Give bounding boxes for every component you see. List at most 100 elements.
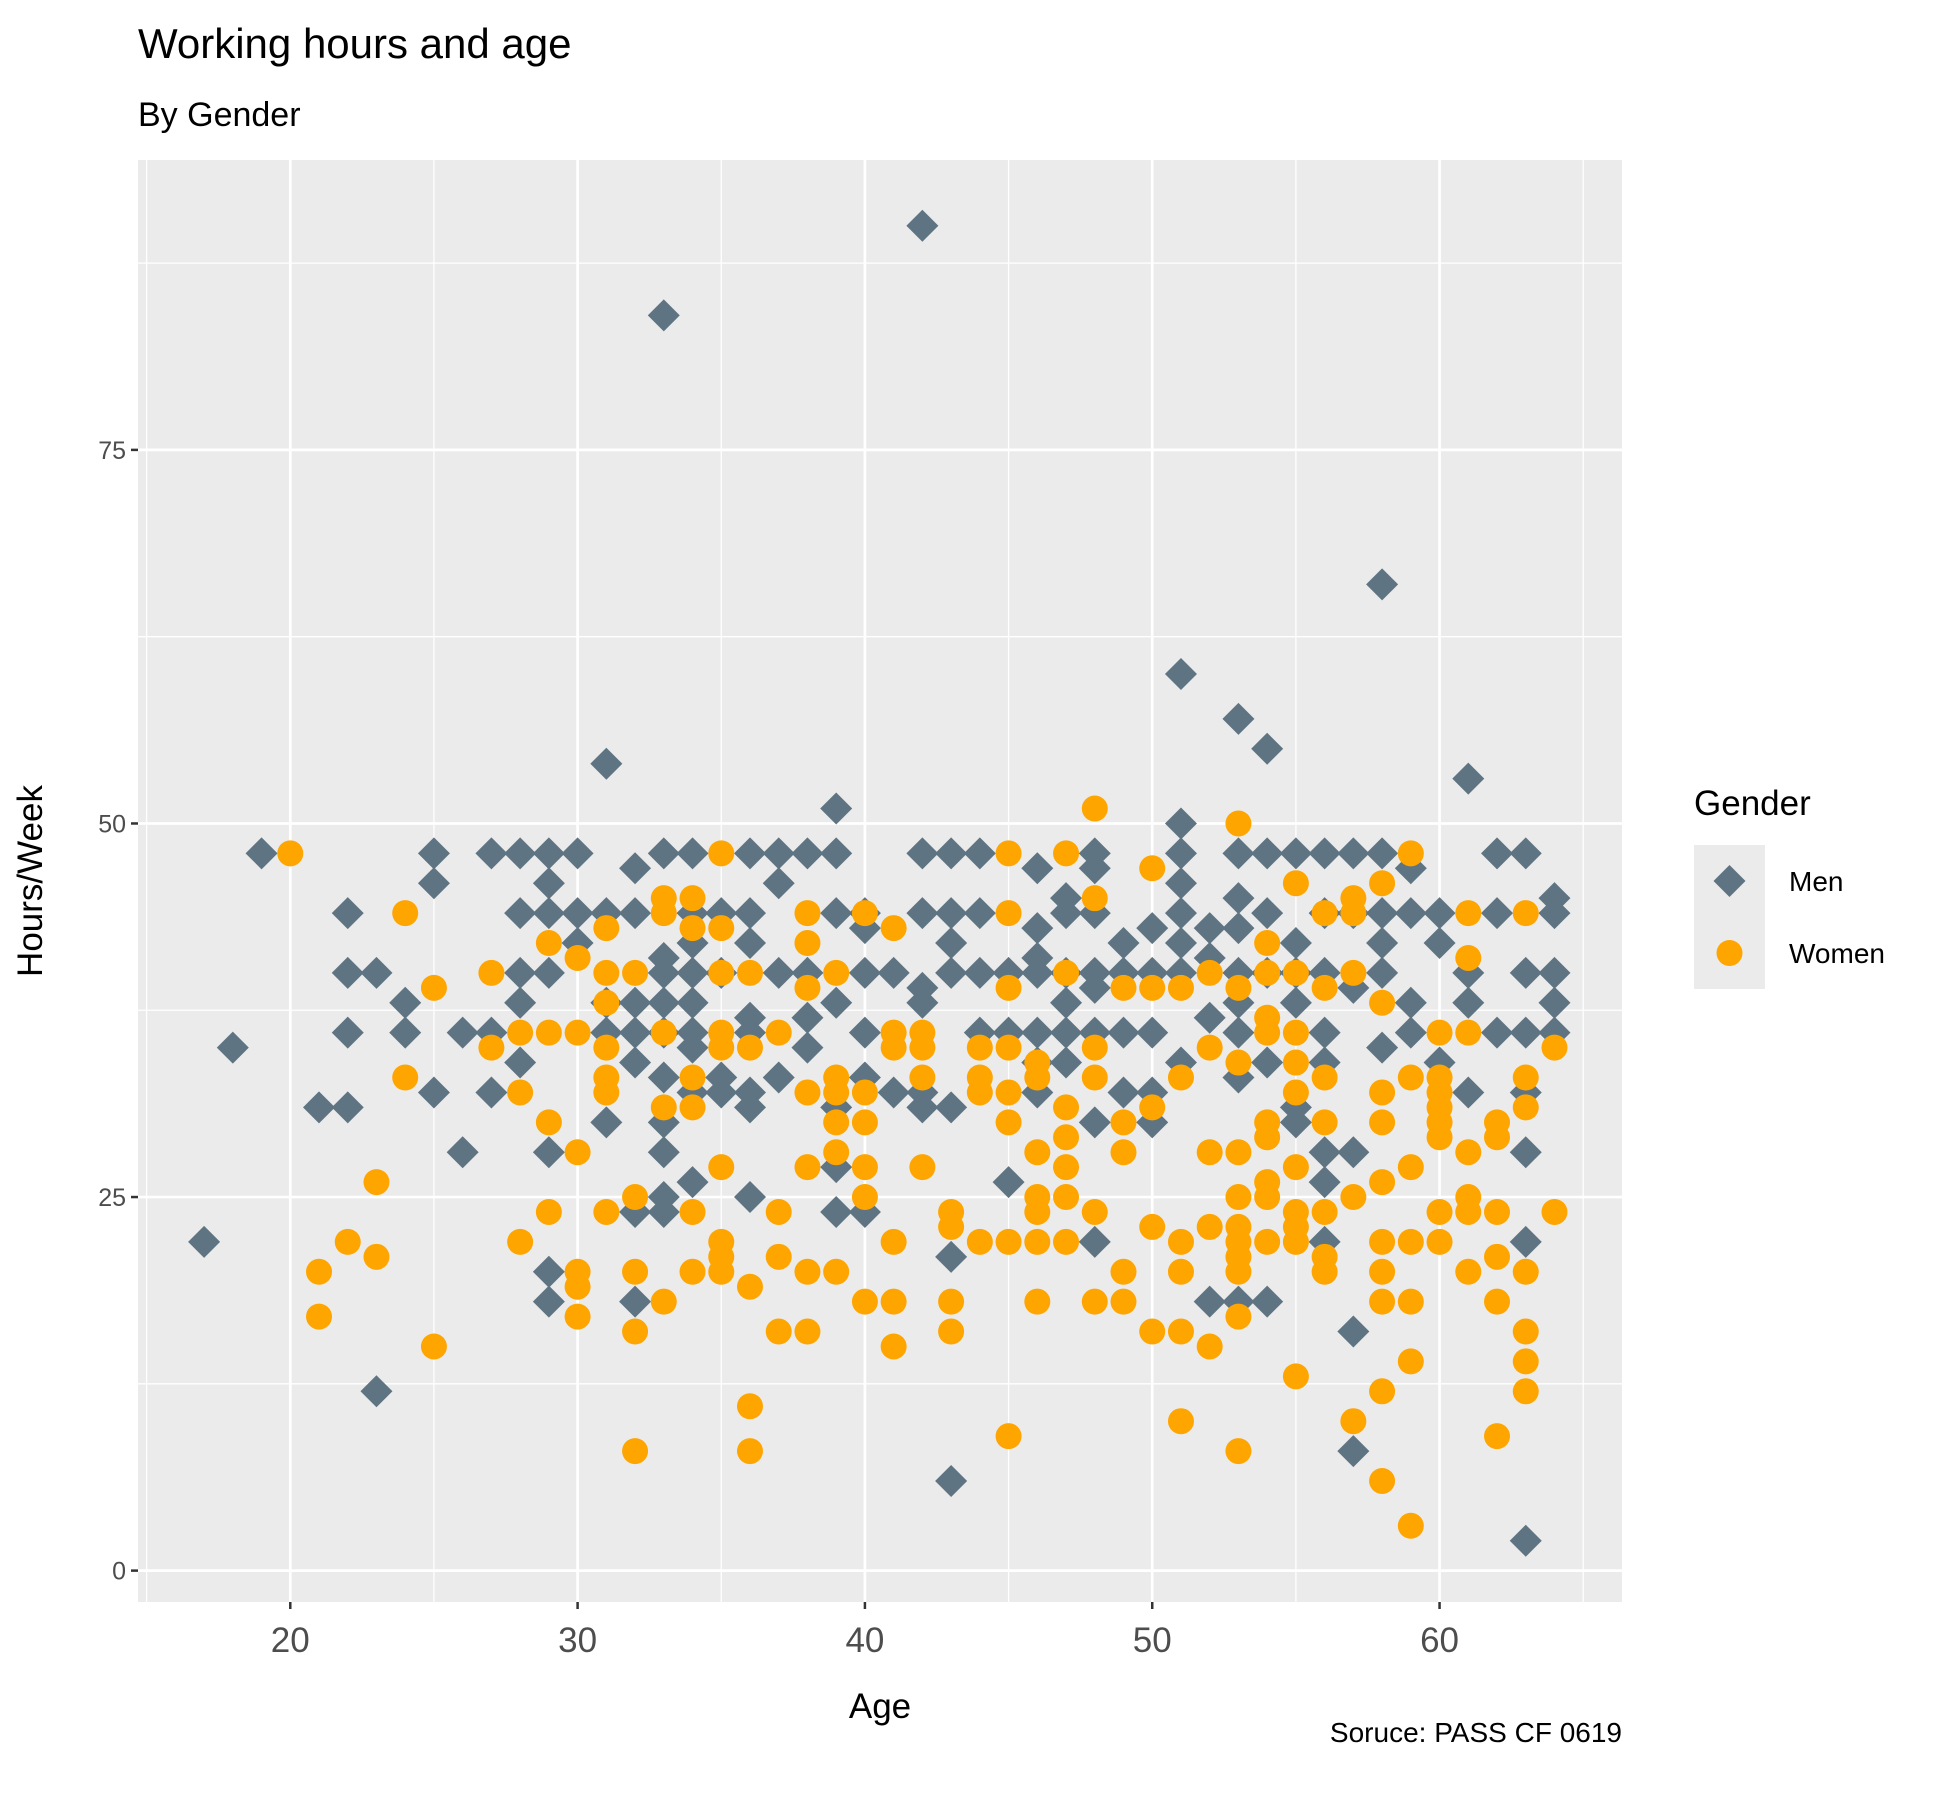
legend-key bbox=[1716, 940, 1743, 966]
point bbox=[1225, 1258, 1252, 1285]
point bbox=[619, 897, 652, 930]
point bbox=[188, 1225, 221, 1258]
point bbox=[880, 1288, 907, 1315]
point bbox=[1512, 1094, 1539, 1121]
point bbox=[1397, 1154, 1424, 1181]
point bbox=[995, 900, 1022, 927]
point bbox=[966, 1079, 993, 1106]
point bbox=[1164, 927, 1197, 960]
legend-title: Gender bbox=[1694, 784, 1811, 823]
point bbox=[1512, 1064, 1539, 1091]
point bbox=[820, 792, 853, 825]
point bbox=[389, 986, 422, 1019]
point bbox=[708, 1258, 735, 1285]
point bbox=[1225, 810, 1252, 837]
point bbox=[475, 837, 508, 870]
point bbox=[1196, 1034, 1223, 1061]
point bbox=[1254, 930, 1281, 957]
point bbox=[1484, 1423, 1511, 1450]
point bbox=[564, 1019, 591, 1046]
point bbox=[593, 1198, 620, 1225]
point bbox=[762, 956, 795, 989]
point bbox=[1164, 867, 1197, 900]
point bbox=[791, 1031, 824, 1064]
point bbox=[765, 1318, 792, 1345]
point bbox=[679, 885, 706, 912]
point bbox=[1050, 1016, 1083, 1049]
point bbox=[1538, 956, 1571, 989]
point bbox=[1394, 986, 1427, 1019]
point bbox=[851, 900, 878, 927]
point bbox=[417, 837, 450, 870]
point bbox=[1222, 702, 1255, 735]
point bbox=[1139, 1094, 1166, 1121]
point bbox=[1369, 1079, 1396, 1106]
point bbox=[1021, 912, 1054, 945]
point bbox=[650, 1288, 677, 1315]
point bbox=[1455, 1198, 1482, 1225]
point bbox=[708, 1034, 735, 1061]
point bbox=[532, 867, 565, 900]
point bbox=[1279, 927, 1312, 960]
point bbox=[1369, 1378, 1396, 1405]
point bbox=[504, 986, 537, 1019]
point bbox=[820, 986, 853, 1019]
point bbox=[1164, 807, 1197, 840]
point bbox=[1455, 1139, 1482, 1166]
point bbox=[1538, 897, 1571, 930]
point bbox=[1311, 1198, 1338, 1225]
point bbox=[736, 1438, 763, 1465]
point bbox=[679, 1094, 706, 1121]
point bbox=[216, 1031, 249, 1064]
point bbox=[1366, 897, 1399, 930]
point bbox=[1397, 1228, 1424, 1255]
point bbox=[1512, 1318, 1539, 1345]
point bbox=[823, 1139, 850, 1166]
point bbox=[507, 1079, 534, 1106]
point bbox=[622, 959, 649, 986]
point bbox=[1282, 1228, 1309, 1255]
point bbox=[478, 1034, 505, 1061]
point bbox=[1139, 974, 1166, 1001]
point bbox=[1282, 1019, 1309, 1046]
point bbox=[1512, 900, 1539, 927]
point bbox=[791, 1001, 824, 1034]
point bbox=[532, 1285, 565, 1318]
point bbox=[1311, 900, 1338, 927]
point bbox=[593, 1079, 620, 1106]
point bbox=[823, 1079, 850, 1106]
caption: Soruce: PASS CF 0619 bbox=[1330, 1717, 1622, 1748]
point bbox=[1452, 986, 1485, 1019]
point bbox=[561, 897, 594, 930]
point bbox=[1024, 1139, 1051, 1166]
point bbox=[1139, 855, 1166, 882]
point bbox=[363, 1169, 390, 1196]
point bbox=[1423, 927, 1456, 960]
point bbox=[851, 1079, 878, 1106]
point bbox=[1225, 1139, 1252, 1166]
point bbox=[1024, 1288, 1051, 1315]
point bbox=[1053, 1228, 1080, 1255]
point bbox=[1164, 658, 1197, 691]
point bbox=[1279, 1106, 1312, 1139]
point bbox=[1222, 912, 1255, 945]
point bbox=[619, 1016, 652, 1049]
point bbox=[765, 1243, 792, 1270]
y-tick-label: 0 bbox=[112, 1558, 126, 1586]
point bbox=[1340, 900, 1367, 927]
point bbox=[1222, 1016, 1255, 1049]
point bbox=[1254, 1228, 1281, 1255]
point bbox=[1136, 912, 1169, 945]
point bbox=[1021, 852, 1054, 885]
point bbox=[306, 1258, 333, 1285]
point bbox=[1397, 840, 1424, 867]
point bbox=[906, 209, 939, 242]
point bbox=[1225, 1438, 1252, 1465]
point bbox=[676, 837, 709, 870]
plot-panel bbox=[138, 160, 1622, 1602]
point bbox=[1366, 1031, 1399, 1064]
point bbox=[593, 989, 620, 1016]
point bbox=[935, 956, 968, 989]
point bbox=[1397, 1288, 1424, 1315]
point bbox=[1541, 1034, 1568, 1061]
